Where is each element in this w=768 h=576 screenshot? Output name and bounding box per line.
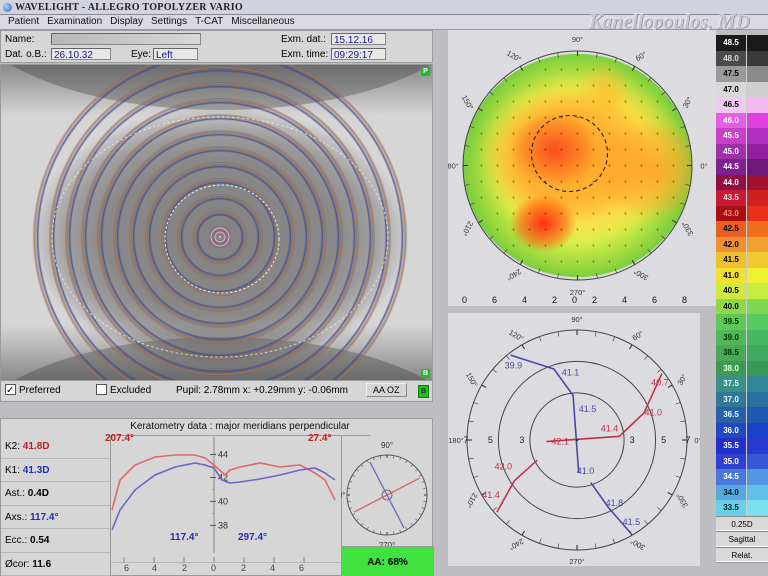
svg-text:41.4: 41.4 — [601, 423, 619, 433]
svg-text:41.5: 41.5 — [579, 404, 597, 414]
svg-text:60°: 60° — [634, 50, 648, 63]
svg-text:41.4: 41.4 — [482, 490, 500, 500]
svg-text:180°: 180° — [341, 491, 345, 500]
svg-text:120°: 120° — [505, 49, 523, 65]
svg-text:210°: 210° — [460, 220, 476, 238]
svg-text:150°: 150° — [460, 93, 476, 111]
svg-text:90°: 90° — [572, 35, 583, 44]
svg-text:41.5: 41.5 — [623, 517, 641, 527]
svg-text:30°: 30° — [681, 95, 694, 109]
svg-text:240°: 240° — [505, 267, 523, 283]
svg-text:42.1: 42.1 — [552, 437, 570, 447]
svg-text:0°: 0° — [700, 162, 707, 171]
svg-text:41.0: 41.0 — [645, 407, 663, 417]
svg-text:330°: 330° — [680, 220, 696, 238]
svg-text:180°: 180° — [448, 162, 459, 171]
svg-text:90°: 90° — [381, 441, 393, 450]
svg-text:42.0: 42.0 — [495, 461, 513, 471]
svg-text:300°: 300° — [632, 267, 650, 283]
svg-text:41.1: 41.1 — [562, 368, 580, 378]
svg-text:40.7: 40.7 — [651, 378, 669, 388]
svg-text:39.9: 39.9 — [505, 361, 523, 371]
svg-text:41.8: 41.8 — [606, 498, 624, 508]
svg-text:41.0: 41.0 — [577, 466, 595, 476]
